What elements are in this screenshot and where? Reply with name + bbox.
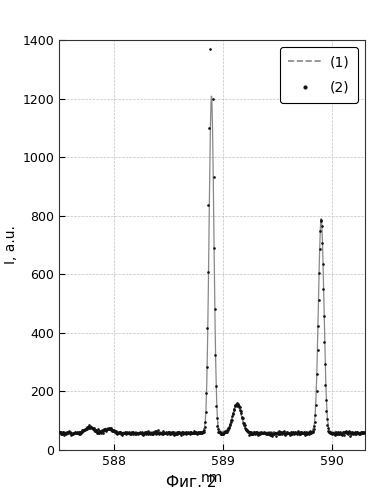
(2) xyxy=(348,433,353,439)
Line: (2): (2) xyxy=(58,24,366,437)
X-axis label: nm: nm xyxy=(201,470,223,484)
Text: Фиг. 2: Фиг. 2 xyxy=(166,475,216,490)
Line: (1): (1) xyxy=(59,96,365,435)
(2) xyxy=(195,430,199,436)
(2) xyxy=(111,428,115,434)
(1) xyxy=(57,429,62,435)
(1) xyxy=(324,389,329,395)
Y-axis label: I, a.u.: I, a.u. xyxy=(4,226,18,264)
(2) xyxy=(208,22,212,28)
(1) xyxy=(110,428,115,434)
(2) xyxy=(261,430,266,436)
(2) xyxy=(57,428,62,434)
(1) xyxy=(363,430,367,436)
(1) xyxy=(92,427,96,433)
(1) xyxy=(188,430,192,436)
(1) xyxy=(209,93,214,99)
(1) xyxy=(357,430,361,436)
Legend: (1), (2): (1), (2) xyxy=(280,47,358,102)
(2) xyxy=(287,430,292,436)
(1) xyxy=(169,432,174,438)
(2) xyxy=(237,404,242,410)
(1) xyxy=(174,430,179,436)
(2) xyxy=(135,430,140,436)
(2) xyxy=(362,430,367,436)
